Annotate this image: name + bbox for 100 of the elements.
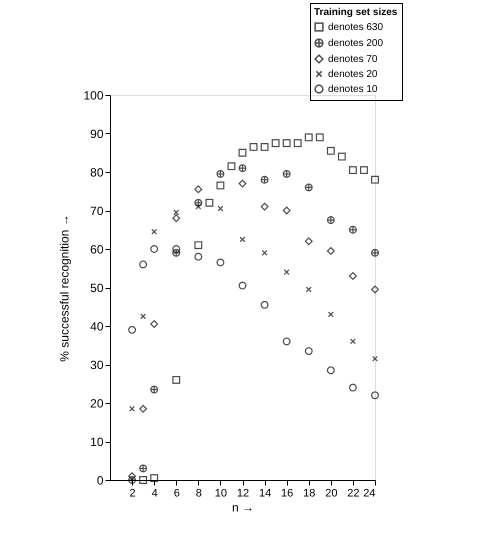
- point: [150, 245, 158, 253]
- point: [372, 356, 378, 362]
- x-tick-label: 18: [303, 488, 316, 500]
- point: [326, 246, 335, 255]
- x-tick-label: 10: [214, 488, 228, 500]
- point: [150, 320, 158, 328]
- point: [306, 286, 312, 292]
- point: [172, 214, 180, 222]
- x-tick-label: 6: [174, 488, 180, 500]
- point: [238, 180, 246, 188]
- point: [238, 148, 246, 157]
- point: [128, 476, 136, 484]
- point: [348, 226, 357, 234]
- point: [360, 166, 368, 174]
- point: [371, 248, 379, 257]
- point: [326, 366, 335, 374]
- point: [238, 164, 246, 172]
- y-tick-label: 80: [90, 166, 104, 180]
- y-tick-label: 90: [90, 127, 104, 141]
- point: [172, 376, 180, 384]
- y-tick-label: 0: [96, 474, 104, 488]
- point: [140, 313, 146, 320]
- point: [128, 472, 136, 480]
- point: [350, 338, 356, 344]
- point: [151, 228, 158, 235]
- y-axis-title: % successful recognition →: [57, 214, 72, 362]
- point: [304, 237, 313, 246]
- point: [316, 133, 324, 142]
- point: [139, 260, 148, 268]
- point: [150, 474, 158, 482]
- point: [338, 152, 346, 161]
- point: [172, 245, 180, 253]
- x-tick-label: 16: [281, 488, 294, 500]
- x-axis-title: n →: [232, 500, 254, 514]
- point: [328, 312, 334, 318]
- point: [260, 143, 269, 151]
- legend-label: denotes 70: [328, 54, 378, 65]
- point: [129, 406, 136, 412]
- point: [282, 170, 291, 178]
- point: [294, 139, 302, 148]
- point: [240, 236, 246, 242]
- point: [304, 133, 313, 142]
- point: [304, 347, 313, 355]
- x-tick-label: 4: [152, 488, 158, 500]
- x-tick-label: 22: [347, 488, 360, 500]
- point: [228, 162, 236, 170]
- x-tick-label: 8: [196, 488, 202, 500]
- point: [216, 170, 224, 178]
- point: [194, 198, 202, 207]
- x-tick-label: 20: [325, 488, 338, 500]
- point: [250, 143, 258, 151]
- y-tick-label: 40: [90, 320, 104, 334]
- point: [272, 139, 280, 148]
- point: [260, 176, 269, 184]
- point: [172, 248, 180, 257]
- y-tick-label: 50: [90, 281, 104, 295]
- x-tick-label: 2: [130, 488, 136, 500]
- y-tick-label: 60: [90, 242, 104, 256]
- point: [139, 464, 148, 472]
- point: [348, 384, 357, 392]
- point: [139, 476, 148, 484]
- y-tick-label: 10: [90, 435, 104, 449]
- point: [371, 176, 379, 184]
- point: [205, 198, 214, 207]
- point: [173, 209, 180, 216]
- point: [194, 252, 202, 261]
- y-tick-label: 70: [90, 204, 104, 218]
- point: [150, 386, 158, 394]
- point: [216, 258, 224, 266]
- legend-label: denotes 630: [328, 22, 384, 33]
- legend-label: denotes 10: [328, 84, 378, 95]
- point: [284, 269, 290, 276]
- point: [371, 391, 379, 400]
- point: [326, 216, 335, 224]
- point: [238, 282, 246, 290]
- point: [139, 404, 148, 413]
- point: [194, 185, 202, 194]
- point: [282, 206, 291, 214]
- point: [348, 166, 357, 174]
- legend-label: denotes 200: [328, 38, 384, 49]
- y-tick-label: 100: [83, 88, 104, 102]
- y-tick-label: 30: [90, 358, 104, 372]
- point: [217, 206, 224, 212]
- point: [282, 139, 291, 148]
- point: [262, 250, 268, 256]
- point: [128, 326, 136, 334]
- x-tick-label: 14: [258, 488, 272, 500]
- point: [282, 337, 291, 346]
- point: [371, 285, 379, 294]
- point: [260, 300, 269, 309]
- x-tick-label: 24: [363, 488, 376, 500]
- point: [304, 183, 313, 192]
- point: [194, 241, 202, 250]
- legend-label: denotes 20: [328, 69, 378, 80]
- point: [348, 272, 357, 280]
- x-tick-label: 12: [236, 488, 250, 500]
- y-tick-label: 20: [90, 396, 104, 410]
- point: [216, 182, 224, 190]
- point: [260, 202, 269, 211]
- legend-title: Training set sizes: [314, 7, 398, 18]
